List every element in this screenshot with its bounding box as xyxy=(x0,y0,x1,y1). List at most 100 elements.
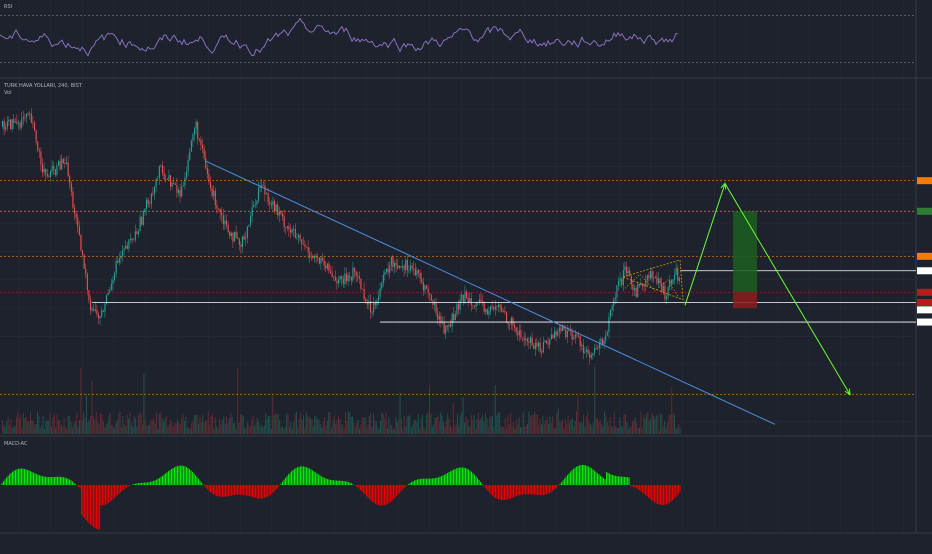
volume-bar xyxy=(376,421,377,434)
candle-body xyxy=(287,226,288,228)
candle-body xyxy=(15,122,16,123)
macd-histogram-bar xyxy=(422,479,423,485)
candle-body xyxy=(360,279,361,289)
candle-body xyxy=(520,330,521,337)
candle-body xyxy=(258,188,259,201)
volume-bar xyxy=(471,415,472,434)
candle-body xyxy=(124,249,125,251)
volume-bar xyxy=(33,421,34,434)
volume-bar xyxy=(131,423,132,434)
macd-histogram-bar xyxy=(107,485,108,504)
volume-bar xyxy=(206,420,207,434)
macd-histogram-bar xyxy=(48,477,49,485)
macd-histogram-bar xyxy=(527,485,528,494)
volume-bar xyxy=(66,429,67,434)
macd-histogram-bar xyxy=(627,477,628,485)
macd-histogram-bar xyxy=(420,479,421,485)
candle-body xyxy=(448,325,449,327)
candle-body xyxy=(466,291,467,297)
candle-body xyxy=(101,310,102,316)
macd-histogram-bar xyxy=(425,479,426,485)
candle-body xyxy=(168,175,169,179)
macd-histogram-bar xyxy=(546,485,547,494)
macd-histogram-bar xyxy=(536,485,537,495)
candle-body xyxy=(333,277,334,278)
candle-body xyxy=(87,274,88,290)
candle-body xyxy=(186,171,187,178)
candle-body xyxy=(653,278,654,279)
volume-bar xyxy=(465,416,466,434)
volume-bar xyxy=(114,428,115,434)
macd-histogram-bar xyxy=(156,480,157,485)
volume-bar xyxy=(569,423,570,434)
volume-bar xyxy=(232,417,233,434)
volume-bar xyxy=(57,414,58,434)
macd-histogram-bar xyxy=(438,477,439,485)
volume-bar xyxy=(26,417,27,434)
price-badge xyxy=(917,253,932,260)
volume-bar xyxy=(601,424,602,434)
macd-histogram-bar xyxy=(75,484,76,485)
volume-bar xyxy=(387,429,388,434)
candle-body xyxy=(292,230,293,233)
volume-bar xyxy=(216,426,217,434)
macd-histogram-bar xyxy=(291,471,292,485)
macd-histogram-bar xyxy=(197,477,198,485)
macd-histogram-bar xyxy=(356,485,357,486)
candle-body xyxy=(180,190,181,196)
volume-bar xyxy=(149,425,150,434)
volume-bar xyxy=(664,421,665,434)
candle-body xyxy=(128,239,129,248)
candle-body xyxy=(112,280,113,284)
volume-bar xyxy=(16,417,17,434)
macd-histogram-bar xyxy=(170,470,171,485)
volume-bar xyxy=(325,426,326,434)
volume-bar xyxy=(423,426,424,434)
macd-histogram-bar xyxy=(648,485,649,498)
candle-body xyxy=(464,291,465,302)
price-badge xyxy=(917,177,932,184)
volume-bar xyxy=(498,412,499,434)
volume-bar xyxy=(327,421,328,434)
macd-histogram-bar xyxy=(677,485,678,496)
volume-bar xyxy=(184,421,185,434)
volume-bar xyxy=(372,427,373,434)
candle-body xyxy=(72,192,73,208)
volume-bar xyxy=(394,429,395,434)
candle-body xyxy=(516,327,517,332)
candle-body xyxy=(84,255,85,269)
macd-histogram-bar xyxy=(294,469,295,485)
candle-body xyxy=(117,261,118,263)
volume-bar xyxy=(253,417,254,434)
macd-histogram-bar xyxy=(324,478,325,485)
volume-bar xyxy=(555,428,556,434)
volume-bar xyxy=(428,412,429,434)
volume-bar xyxy=(254,426,255,434)
volume-bar xyxy=(351,417,352,434)
volume-bar xyxy=(328,412,329,434)
macd-histogram-bar xyxy=(405,485,406,487)
volume-bar xyxy=(292,429,293,434)
macd-histogram-bar xyxy=(162,476,163,485)
candle-body xyxy=(178,190,179,193)
macd-histogram-bar xyxy=(317,473,318,485)
macd-histogram-bar xyxy=(539,485,540,495)
volume-bar xyxy=(29,422,30,434)
volume-bar xyxy=(610,417,611,434)
volume-bar xyxy=(335,424,336,434)
volume-bar xyxy=(666,428,667,434)
macd-histogram-bar xyxy=(344,481,345,485)
candle-body xyxy=(677,268,678,281)
volume-bar xyxy=(190,429,191,434)
macd-histogram-bar xyxy=(623,477,624,485)
volume-bar xyxy=(586,416,587,434)
candle-body xyxy=(23,117,24,119)
volume-bar xyxy=(122,416,123,434)
volume-bar xyxy=(659,429,660,434)
volume-bar xyxy=(236,429,237,434)
volume-bar xyxy=(289,427,290,434)
candle-body xyxy=(268,193,269,202)
volume-bar xyxy=(523,412,524,434)
